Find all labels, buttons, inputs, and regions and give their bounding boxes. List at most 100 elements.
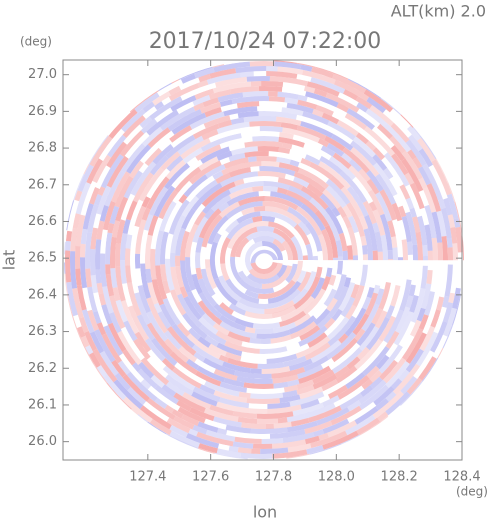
echo-cell <box>219 302 234 315</box>
echo-cell <box>147 127 171 148</box>
echo-cell <box>220 103 238 112</box>
echo-cell <box>401 158 424 192</box>
echo-cell <box>340 186 364 218</box>
echo-cell <box>197 300 223 326</box>
y-tick-label: 26.7 <box>28 177 57 192</box>
echo-cell <box>142 401 170 422</box>
echo-cell <box>453 218 461 228</box>
echo-cell <box>315 104 334 117</box>
echo-cell <box>208 89 231 100</box>
echo-cell <box>180 82 217 101</box>
echo-cell <box>93 213 102 229</box>
echo-cell <box>216 342 243 357</box>
echo-cell <box>260 447 289 455</box>
echo-cell <box>422 309 436 335</box>
echo-cell <box>182 147 204 164</box>
echo-cell <box>399 272 408 291</box>
echo-cell <box>292 134 324 150</box>
echo-cell <box>310 277 326 299</box>
echo-cell <box>200 102 222 114</box>
echo-cell <box>189 407 215 422</box>
echo-cell <box>385 330 400 349</box>
echo-cell <box>366 96 387 114</box>
echo-cell <box>362 200 377 225</box>
echo-cell <box>422 187 437 213</box>
echo-cell <box>147 349 167 370</box>
echo-cell <box>180 318 192 331</box>
echo-cell <box>109 205 120 225</box>
echo-cell <box>415 231 424 261</box>
echo-cell <box>304 435 320 445</box>
echo-cell <box>334 365 350 379</box>
echo-cell <box>141 196 151 208</box>
echo-cell <box>379 359 398 381</box>
echo-cell <box>166 155 184 172</box>
echo-cell <box>194 358 216 374</box>
echo-cell <box>356 417 381 435</box>
echo-cell <box>328 274 337 286</box>
echo-cell <box>369 105 394 127</box>
echo-cell <box>405 184 422 218</box>
echo-cell <box>335 240 343 257</box>
echo-cell <box>90 275 99 294</box>
echo-cell <box>217 211 244 236</box>
echo-cell <box>170 252 176 267</box>
echo-cell <box>278 343 310 358</box>
echo-cell <box>261 366 291 375</box>
echo-cell <box>195 144 222 161</box>
echo-cell <box>310 430 348 449</box>
echo-cell <box>418 148 433 168</box>
echo-cell <box>346 108 376 130</box>
echo-cell <box>215 76 248 88</box>
echo-cell <box>417 137 436 162</box>
echo-cell <box>358 326 380 351</box>
echo-cell <box>304 420 333 435</box>
echo-cell <box>452 287 461 309</box>
echo-cell <box>407 125 422 141</box>
echo-cell <box>236 211 261 224</box>
echo-cell <box>336 108 348 118</box>
echo-cell <box>182 312 208 340</box>
echo-cell <box>336 260 343 275</box>
echo-cell <box>216 448 242 458</box>
echo-cell <box>249 337 261 344</box>
echo-cell <box>225 219 240 234</box>
echo-cell <box>418 177 428 190</box>
echo-cell <box>199 324 227 346</box>
echo-cell <box>257 170 286 179</box>
echo-cell <box>186 433 220 449</box>
echo-cell <box>277 91 299 100</box>
echo-cell <box>298 325 328 347</box>
echo-cell <box>204 380 240 397</box>
echo-cell <box>160 231 169 265</box>
echo-cell <box>297 271 312 293</box>
echo-cell <box>352 255 359 261</box>
echo-cell <box>428 164 448 200</box>
echo-cell <box>306 81 340 97</box>
echo-cell <box>201 214 223 248</box>
echo-cell <box>204 418 227 430</box>
echo-cell <box>165 233 174 259</box>
echo-cell <box>282 432 315 443</box>
echo-cell <box>201 313 216 327</box>
echo-cell <box>76 285 87 311</box>
echo-cell <box>337 256 343 261</box>
echo-cell <box>100 229 108 254</box>
echo-cell <box>243 115 277 123</box>
echo-cell <box>356 322 376 346</box>
echo-cell <box>150 248 157 280</box>
echo-cell <box>176 400 192 412</box>
echo-cell <box>409 207 417 218</box>
echo-cell <box>194 211 206 226</box>
echo-cell <box>358 168 371 182</box>
echo-cell <box>342 147 370 174</box>
y-tick-label: 26.8 <box>28 141 57 156</box>
echo-cell <box>191 391 218 407</box>
echo-cell <box>252 322 281 329</box>
echo-cell <box>365 140 377 151</box>
echo-cell <box>326 332 357 360</box>
echo-cell <box>84 331 98 352</box>
echo-cell <box>114 372 131 391</box>
echo-cell <box>374 288 385 306</box>
echo-cell <box>281 107 304 116</box>
